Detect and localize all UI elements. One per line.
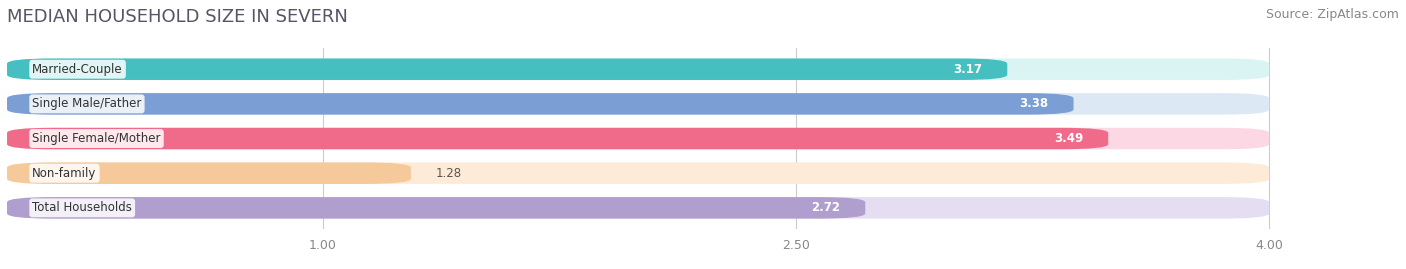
FancyBboxPatch shape — [7, 197, 1270, 219]
FancyBboxPatch shape — [7, 58, 1007, 80]
FancyBboxPatch shape — [7, 93, 1270, 115]
FancyBboxPatch shape — [7, 162, 411, 184]
FancyBboxPatch shape — [7, 197, 865, 219]
Text: Single Female/Mother: Single Female/Mother — [32, 132, 160, 145]
Text: Non-family: Non-family — [32, 167, 97, 180]
FancyBboxPatch shape — [7, 128, 1108, 149]
Text: 3.49: 3.49 — [1053, 132, 1083, 145]
Text: Source: ZipAtlas.com: Source: ZipAtlas.com — [1265, 8, 1399, 21]
Text: 2.72: 2.72 — [811, 201, 839, 214]
Text: 3.38: 3.38 — [1019, 97, 1049, 110]
Text: Total Households: Total Households — [32, 201, 132, 214]
FancyBboxPatch shape — [7, 128, 1270, 149]
FancyBboxPatch shape — [7, 93, 1074, 115]
Text: 1.28: 1.28 — [436, 167, 463, 180]
Text: Single Male/Father: Single Male/Father — [32, 97, 142, 110]
Text: 3.17: 3.17 — [953, 63, 981, 76]
FancyBboxPatch shape — [7, 58, 1270, 80]
Text: Married-Couple: Married-Couple — [32, 63, 122, 76]
FancyBboxPatch shape — [7, 162, 1270, 184]
Text: MEDIAN HOUSEHOLD SIZE IN SEVERN: MEDIAN HOUSEHOLD SIZE IN SEVERN — [7, 8, 347, 26]
